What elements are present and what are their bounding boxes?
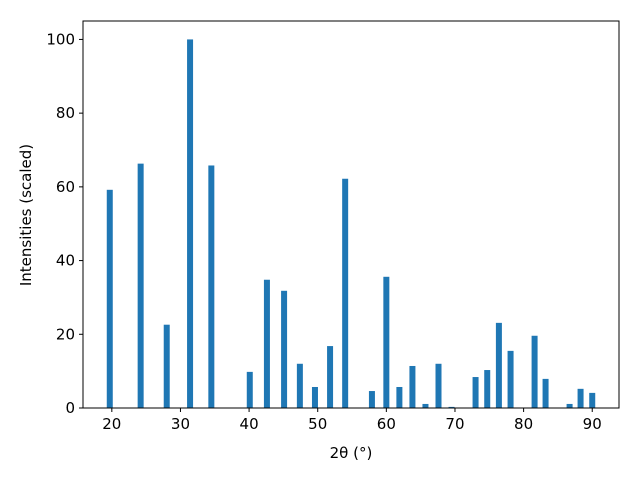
bar (296, 363, 303, 408)
bar (368, 391, 375, 408)
y-tick-label: 20 (56, 325, 75, 343)
y-tick-label: 60 (56, 178, 75, 196)
bar (577, 388, 584, 408)
bar (507, 350, 514, 408)
x-tick-label: 80 (514, 415, 533, 433)
bar (342, 178, 349, 408)
x-tick-label: 30 (171, 415, 190, 433)
bar (208, 165, 215, 408)
y-tick-label: 40 (56, 252, 75, 270)
x-tick-label: 60 (377, 415, 396, 433)
x-tick-label: 90 (583, 415, 602, 433)
bar (396, 386, 403, 408)
bar (422, 403, 429, 408)
bar (383, 276, 390, 408)
y-axis-label: Intensities (scaled) (17, 144, 35, 286)
plot-frame (82, 20, 620, 409)
x-tick-label: 20 (102, 415, 121, 433)
bar (409, 365, 416, 408)
bar (187, 39, 194, 409)
bar (106, 189, 113, 408)
y-tick-label: 100 (46, 30, 75, 48)
x-tick-label: 50 (308, 415, 327, 433)
x-axis-label: 2θ (°) (330, 444, 373, 462)
bar (263, 279, 270, 408)
bar (435, 363, 442, 408)
bar (531, 335, 538, 408)
bar (495, 322, 502, 408)
y-tick-label: 80 (56, 104, 75, 122)
x-tick-label: 70 (445, 415, 464, 433)
bar (472, 377, 479, 408)
bar (246, 371, 253, 408)
bar (589, 392, 596, 408)
bar (137, 163, 144, 408)
bar (311, 386, 318, 408)
bar (163, 324, 170, 408)
x-tick-label: 40 (240, 415, 259, 433)
bar (327, 346, 334, 408)
bar (484, 370, 491, 408)
bar (281, 290, 288, 408)
y-tick-label: 0 (65, 399, 75, 417)
bar (448, 406, 455, 408)
bar (566, 403, 573, 408)
bar (542, 378, 549, 408)
